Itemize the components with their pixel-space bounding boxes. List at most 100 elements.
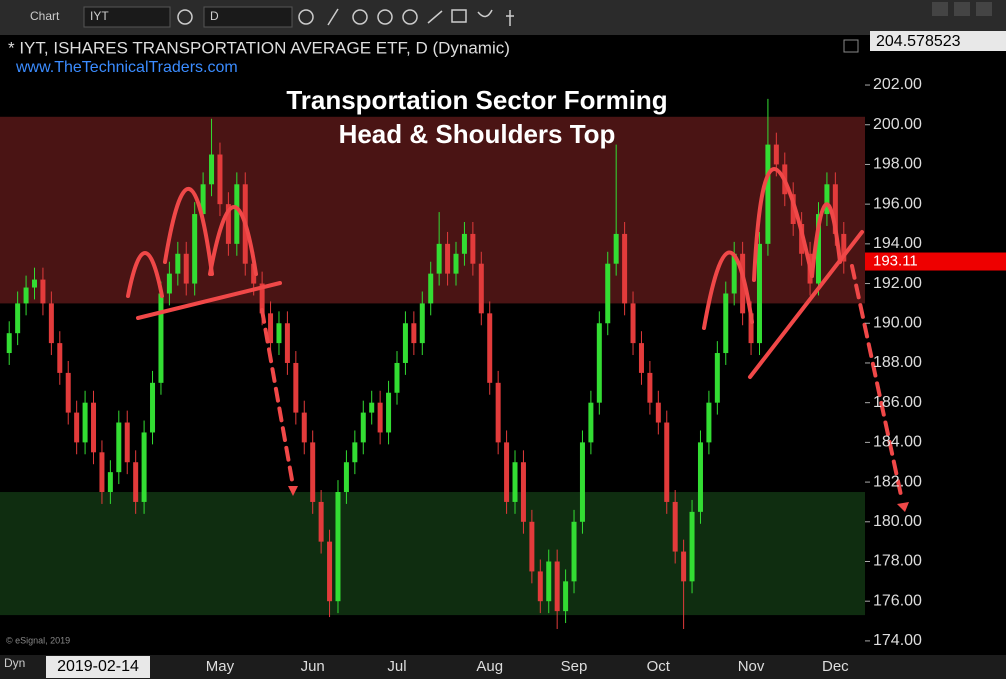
candle-body xyxy=(133,462,139,502)
y-tick-label: 194.00 xyxy=(873,235,922,252)
candle-body xyxy=(217,154,223,205)
candle-body xyxy=(748,313,754,344)
candle-body xyxy=(234,184,240,244)
candle-body xyxy=(141,432,147,502)
candle-body xyxy=(832,184,838,234)
candle-body xyxy=(327,541,333,602)
y-tick-label: 192.00 xyxy=(873,275,922,292)
candle-body xyxy=(697,442,703,512)
candle-body xyxy=(40,279,46,304)
x-tick-label: Nov xyxy=(738,658,765,675)
candle-body xyxy=(124,422,130,463)
y-tick-label: 188.00 xyxy=(873,354,922,371)
candle-body xyxy=(166,273,172,294)
candle-body xyxy=(487,313,493,383)
y-tick-label: 180.00 xyxy=(873,513,922,530)
x-tick-label: Sep xyxy=(561,658,588,675)
candle-body xyxy=(563,581,569,612)
symbol-box[interactable] xyxy=(83,6,171,28)
candle-body xyxy=(571,521,577,582)
candle-body xyxy=(664,422,670,502)
candle-body xyxy=(529,521,535,572)
candle-body xyxy=(461,233,467,254)
candle-body xyxy=(335,492,341,602)
x-axis-bar xyxy=(0,655,1006,679)
candle-body xyxy=(647,372,653,403)
candle-body xyxy=(48,303,54,344)
x-tick-label: May xyxy=(206,658,235,675)
mode-label[interactable]: Dyn xyxy=(4,656,25,670)
candle-body xyxy=(225,204,231,244)
x-tick-label: Oct xyxy=(647,658,671,675)
y-tick-label: 178.00 xyxy=(873,553,922,570)
interval-box[interactable] xyxy=(203,6,293,28)
candle-body xyxy=(411,323,417,344)
close-button[interactable] xyxy=(976,2,992,16)
candle-body xyxy=(116,422,122,473)
candle-body xyxy=(419,303,425,344)
candle-body xyxy=(74,412,80,443)
candle-body xyxy=(512,462,518,502)
candle-body xyxy=(318,501,324,542)
y-tick-label: 200.00 xyxy=(873,116,922,133)
candle-body xyxy=(605,263,611,324)
chart-title: * IYT, ISHARES TRANSPORTATION AVERAGE ET… xyxy=(8,38,510,57)
candle-body xyxy=(150,382,156,433)
y-tick-label: 182.00 xyxy=(873,473,922,490)
x-tick-label: Jun xyxy=(301,658,325,675)
candle-body xyxy=(495,382,501,443)
last-price-box xyxy=(865,252,1006,271)
candle-body xyxy=(107,472,113,493)
candle-body xyxy=(445,243,451,274)
candle-body xyxy=(613,233,619,264)
minimize-button[interactable] xyxy=(954,2,970,16)
y-tick-label: 174.00 xyxy=(873,632,922,649)
cursor-price-box xyxy=(870,31,1006,51)
candle-body xyxy=(352,442,358,463)
candle-body xyxy=(276,323,282,344)
y-tick-label: 198.00 xyxy=(873,156,922,173)
chart-subtitle: www.TheTechnicalTraders.com xyxy=(15,59,238,76)
x-tick-label: Aug xyxy=(476,658,503,675)
y-tick-label: 196.00 xyxy=(873,195,922,212)
candle-body xyxy=(369,402,375,413)
candle-body xyxy=(310,442,316,502)
zone xyxy=(0,116,865,304)
plot-area xyxy=(0,98,865,629)
candle-body xyxy=(6,333,12,354)
date-label: 2019-02-14 xyxy=(57,658,139,675)
candle-body xyxy=(301,412,307,443)
candle-body xyxy=(841,233,847,262)
symbol[interactable]: IYT xyxy=(90,9,109,23)
candle-body xyxy=(504,442,510,502)
candle-body xyxy=(377,402,383,433)
candle-body xyxy=(478,263,484,314)
y-tick-label: 186.00 xyxy=(873,394,922,411)
candle-body xyxy=(765,144,771,244)
candle-body xyxy=(630,303,636,344)
candle-body xyxy=(57,343,63,373)
interval[interactable]: D xyxy=(210,9,219,23)
candle-body xyxy=(706,402,712,443)
x-tick-label: Jul xyxy=(387,658,406,675)
candle-body xyxy=(638,343,644,373)
help-button[interactable] xyxy=(932,2,948,16)
candle-body xyxy=(268,313,274,344)
candle-body xyxy=(15,303,21,334)
y-tick-label: 184.00 xyxy=(873,434,922,451)
candle-body xyxy=(740,253,746,314)
candle-body xyxy=(99,452,105,493)
annotation: Head & Shoulders Top xyxy=(339,119,616,149)
candle-body xyxy=(596,323,602,403)
maximize-icon[interactable] xyxy=(843,39,859,53)
candle-body xyxy=(681,551,687,582)
candle-body xyxy=(622,233,628,304)
candle-body xyxy=(23,287,29,304)
y-tick-label: 190.00 xyxy=(873,314,922,331)
candle-body xyxy=(402,323,408,363)
candle-body xyxy=(714,353,720,403)
candle-body xyxy=(343,462,349,493)
toolbar-icons[interactable] xyxy=(177,8,514,26)
candle-body xyxy=(394,362,400,393)
